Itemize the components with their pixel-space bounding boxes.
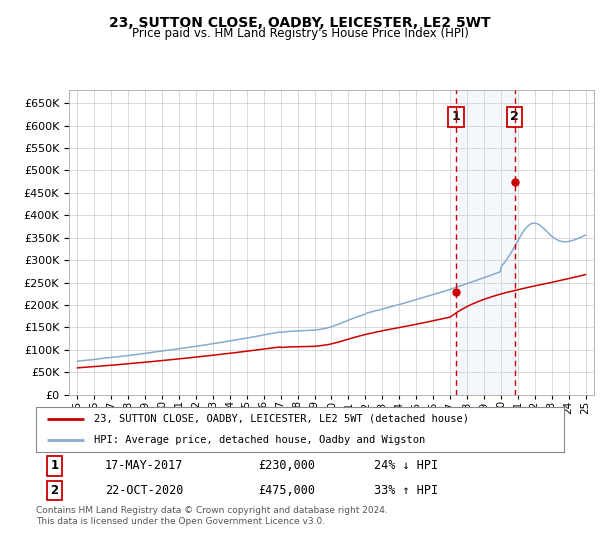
Text: 2: 2 xyxy=(510,110,519,123)
Text: HPI: Average price, detached house, Oadby and Wigston: HPI: Average price, detached house, Oadb… xyxy=(94,435,425,445)
Text: 23, SUTTON CLOSE, OADBY, LEICESTER, LE2 5WT: 23, SUTTON CLOSE, OADBY, LEICESTER, LE2 … xyxy=(109,16,491,30)
Text: 17-MAY-2017: 17-MAY-2017 xyxy=(104,459,183,473)
Text: 1: 1 xyxy=(452,110,461,123)
Text: 2: 2 xyxy=(50,484,59,497)
Bar xyxy=(457,90,515,395)
Text: 33% ↑ HPI: 33% ↑ HPI xyxy=(374,484,438,497)
Text: 24% ↓ HPI: 24% ↓ HPI xyxy=(374,459,438,473)
Text: 22-OCT-2020: 22-OCT-2020 xyxy=(104,484,183,497)
Text: Contains HM Land Registry data © Crown copyright and database right 2024.
This d: Contains HM Land Registry data © Crown c… xyxy=(36,506,388,526)
Text: £475,000: £475,000 xyxy=(258,484,315,497)
Text: 1: 1 xyxy=(50,459,59,473)
Text: Price paid vs. HM Land Registry's House Price Index (HPI): Price paid vs. HM Land Registry's House … xyxy=(131,27,469,40)
Text: £230,000: £230,000 xyxy=(258,459,315,473)
Text: 23, SUTTON CLOSE, OADBY, LEICESTER, LE2 5WT (detached house): 23, SUTTON CLOSE, OADBY, LEICESTER, LE2 … xyxy=(94,414,469,424)
